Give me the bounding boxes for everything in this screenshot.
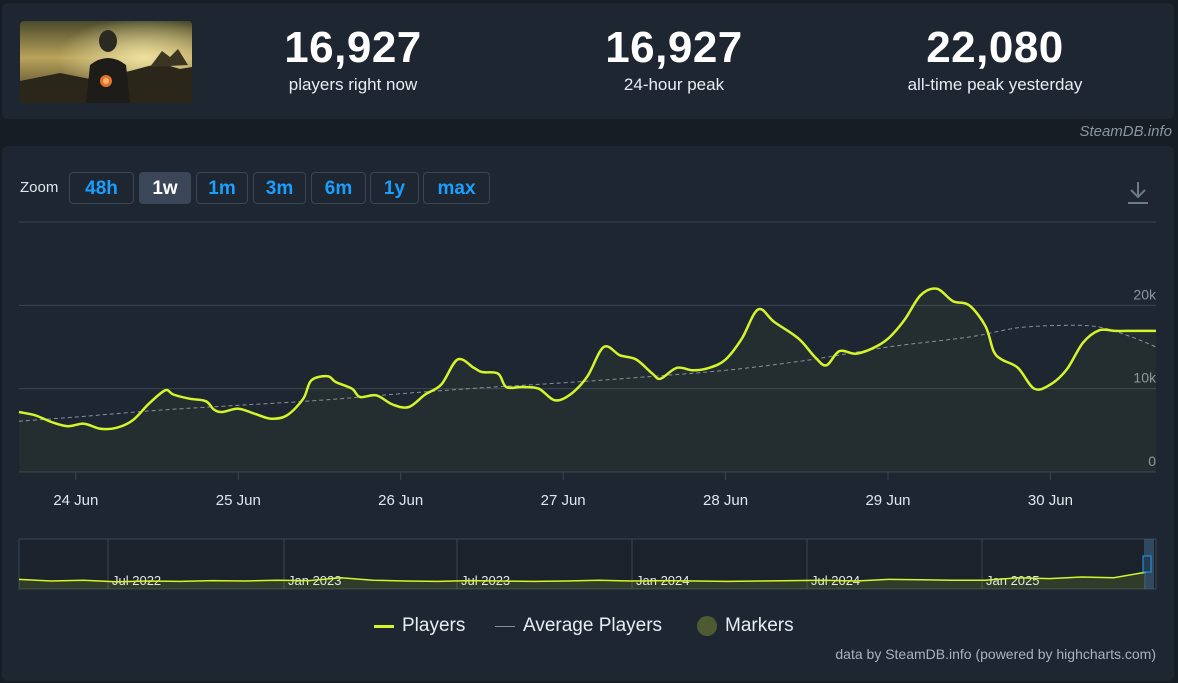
current-players-stat: 16,927 players right now bbox=[203, 23, 503, 95]
x-tick-label: 26 Jun bbox=[378, 492, 423, 509]
navigator-series bbox=[18, 571, 1147, 583]
y-axis-labels: 0 10k 20k bbox=[1133, 286, 1157, 469]
players-area-fill bbox=[19, 288, 1156, 472]
legend-markers[interactable]: Markers bbox=[697, 615, 794, 637]
peak-24h-value: 16,927 bbox=[605, 23, 743, 72]
zoom-6m-button[interactable]: 6m bbox=[311, 172, 366, 204]
players-line[interactable] bbox=[18, 287, 1156, 431]
average-players-line bbox=[18, 324, 1157, 422]
all-time-peak-label: all-time peak yesterday bbox=[907, 75, 1083, 94]
legend-average-line-icon bbox=[495, 625, 515, 627]
x-tick-label: 27 Jun bbox=[541, 492, 586, 509]
y-tick-label: 0 bbox=[1148, 453, 1156, 469]
chart-panel: Zoom 48h 1w 1m 3m 6m 1y max 0 10k 20k 24 J… bbox=[2, 146, 1174, 681]
legend-players-label: Players bbox=[402, 615, 466, 636]
peak-24h-label: 24-hour peak bbox=[623, 75, 725, 94]
legend-average[interactable]: Average Players bbox=[495, 615, 662, 637]
all-time-peak-stat: 22,080 all-time peak yesterday bbox=[845, 23, 1145, 95]
data-credit[interactable]: data by SteamDB.info (powered by highcha… bbox=[835, 646, 1156, 662]
y-tick-label: 10k bbox=[1133, 370, 1157, 386]
zoom-3m-button[interactable]: 3m bbox=[253, 172, 306, 204]
chart-gridlines bbox=[19, 221, 1156, 473]
current-players-label: players right now bbox=[288, 75, 418, 94]
download-icon[interactable] bbox=[1126, 180, 1150, 206]
stats-panel: 16,927 players right now 16,927 24-hour … bbox=[2, 3, 1174, 119]
legend-players-line-icon bbox=[374, 624, 394, 628]
legend-markers-dot-icon bbox=[697, 616, 717, 636]
x-tick-label: 24 Jun bbox=[53, 492, 98, 509]
zoom-max-button[interactable]: max bbox=[423, 172, 490, 204]
zoom-1m-button[interactable]: 1m bbox=[196, 172, 248, 204]
players-chart[interactable]: 0 10k 20k 24 Jun 25 Jun 26 Jun 27 Jun 28 Jun 29… bbox=[2, 146, 1174, 606]
game-cover-image bbox=[20, 21, 192, 103]
legend-average-label: Average Players bbox=[523, 615, 663, 636]
peak-24h-stat: 16,927 24-hour peak bbox=[524, 23, 824, 95]
navigator-tick-label: Jan 2025 bbox=[986, 573, 1040, 588]
zoom-label: Zoom bbox=[20, 179, 59, 196]
chart-legend: Players Average Players Markers bbox=[2, 615, 1174, 639]
current-players-value: 16,927 bbox=[284, 23, 422, 72]
game-thumbnail[interactable] bbox=[20, 21, 192, 103]
zoom-1y-button[interactable]: 1y bbox=[370, 172, 419, 204]
steamdb-credit[interactable]: SteamDB.info bbox=[1079, 123, 1172, 140]
zoom-1w-button[interactable]: 1w bbox=[139, 172, 191, 204]
navigator-handle[interactable] bbox=[1142, 555, 1152, 573]
legend-markers-label: Markers bbox=[725, 615, 794, 636]
zoom-48h-button[interactable]: 48h bbox=[69, 172, 134, 204]
x-tick-label: 29 Jun bbox=[865, 492, 910, 509]
all-time-peak-value: 22,080 bbox=[926, 23, 1064, 72]
y-tick-label: 20k bbox=[1133, 286, 1157, 302]
legend-players[interactable]: Players bbox=[374, 615, 465, 637]
navigator-tick-label: Jul 2022 bbox=[112, 573, 161, 588]
x-tick-label: 25 Jun bbox=[216, 492, 261, 509]
x-tick-label: 30 Jun bbox=[1028, 492, 1073, 509]
x-axis-labels: 24 Jun 25 Jun 26 Jun 27 Jun 28 Jun 29 Jun 30 J… bbox=[53, 472, 1073, 509]
x-tick-label: 28 Jun bbox=[703, 492, 748, 509]
